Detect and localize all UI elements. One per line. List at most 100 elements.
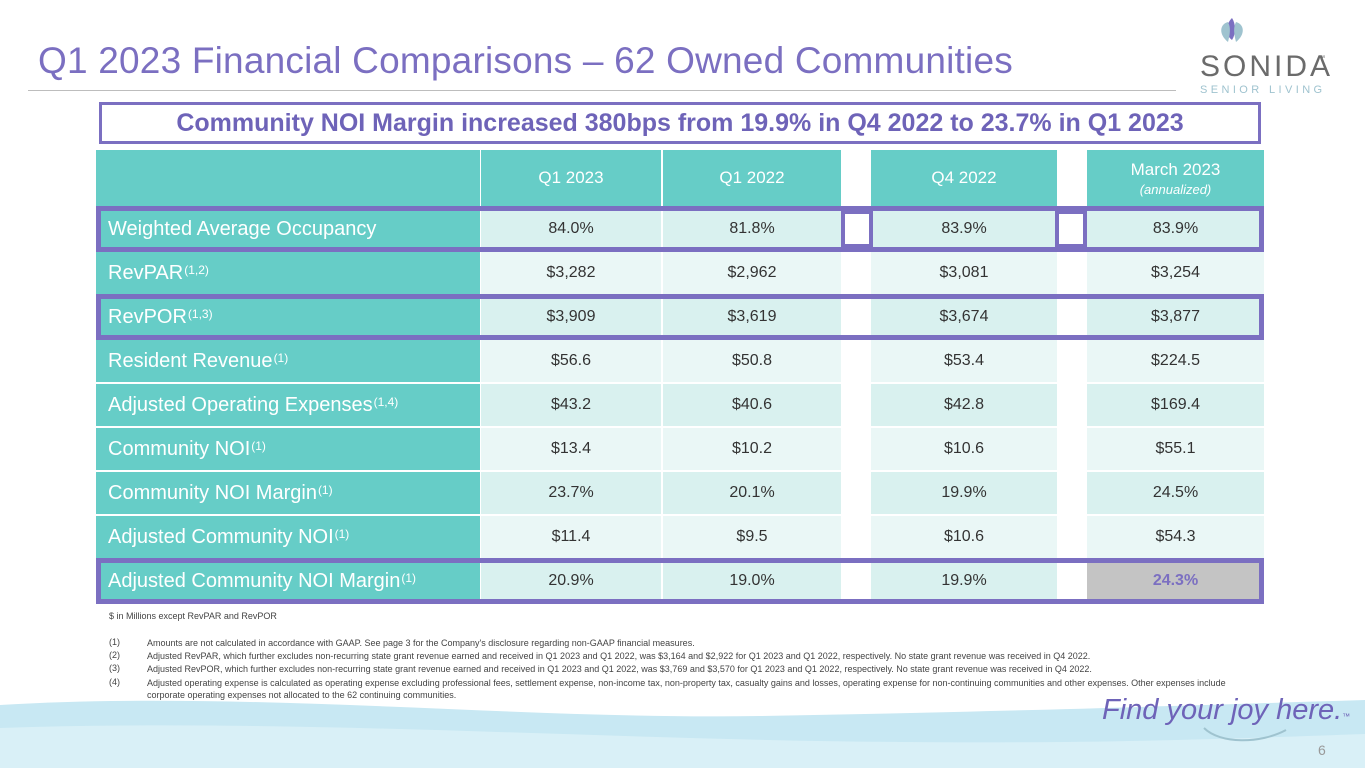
cell-q4-2022: 83.9%: [871, 208, 1057, 250]
column-header-march-2023: March 2023 (annualized): [1087, 150, 1264, 206]
title-divider: [28, 90, 1176, 91]
cell-march-2023-highlighted: 24.3%: [1087, 560, 1264, 602]
cell-q4-2022: 19.9%: [871, 560, 1057, 602]
footnote-number: (4): [109, 677, 120, 687]
row-label-footnote: (1): [273, 351, 289, 365]
tagline-trademark: ™: [1342, 712, 1351, 721]
cell-march-2023: $3,254: [1087, 252, 1264, 294]
footnote-text: Adjusted operating expense is calculated…: [147, 678, 1226, 700]
column-header-sublabel: (annualized): [1139, 181, 1212, 197]
table-row: Resident Revenue (1) $56.6 $50.8 $53.4 $2…: [96, 340, 1264, 382]
cell-q1-2023: 23.7%: [481, 472, 661, 514]
cell-march-2023: 24.5%: [1087, 472, 1264, 514]
cell-q4-2022: $3,674: [871, 296, 1057, 338]
logo-wordmark: SONIDA: [1200, 50, 1334, 83]
sonida-logo-icon: [1221, 18, 1243, 42]
row-label: Community NOI (1): [96, 428, 480, 470]
footnote-text: Adjusted RevPOR, which further excludes …: [147, 664, 1092, 674]
row-label-text: RevPOR: [108, 305, 187, 328]
tagline-text: Find your joy here.: [1102, 694, 1343, 726]
cell-march-2023: $54.3: [1087, 516, 1264, 558]
cell-q4-2022: $10.6: [871, 428, 1057, 470]
table-row: Adjusted Operating Expenses (1,4) $43.2 $…: [96, 384, 1264, 426]
cell-q4-2022: $10.6: [871, 516, 1057, 558]
cell-q1-2022: $10.2: [663, 428, 841, 470]
cell-q1-2022: $2,962: [663, 252, 841, 294]
callout-box: Community NOI Margin increased 380bps fr…: [99, 102, 1261, 144]
cell-q4-2022: $42.8: [871, 384, 1057, 426]
cell-q1-2022: $50.8: [663, 340, 841, 382]
tagline: Find your joy here.™: [1102, 694, 1350, 727]
cell-march-2023: $55.1: [1087, 428, 1264, 470]
page-number: 6: [1318, 742, 1326, 758]
table-row: Adjusted Community NOI Margin (1) 20.9% 1…: [96, 560, 1264, 602]
cell-q1-2022: $3,619: [663, 296, 841, 338]
cell-q1-2023: $11.4: [481, 516, 661, 558]
logo-subtitle: SENIOR LIVING: [1200, 84, 1326, 96]
cell-q1-2023: $3,282: [481, 252, 661, 294]
logo-trademark: ™: [1318, 55, 1325, 62]
table-header-row: Q1 2023 Q1 2022 Q4 2022 March 2023 (annu…: [96, 150, 1264, 206]
table-row: RevPOR (1,3) $3,909 $3,619 $3,674 $3,877: [96, 296, 1264, 338]
cell-q1-2022: 81.8%: [663, 208, 841, 250]
row-label-footnote: (1): [317, 483, 333, 497]
row-label: Resident Revenue (1): [96, 340, 480, 382]
row-label-text: Resident Revenue: [108, 349, 273, 372]
cell-q1-2023: $13.4: [481, 428, 661, 470]
column-gap: [1057, 208, 1087, 602]
footnote-number: (1): [109, 637, 120, 647]
column-header-q1-2023: Q1 2023: [481, 150, 661, 206]
cell-q1-2022: $40.6: [663, 384, 841, 426]
cell-march-2023: $3,877: [1087, 296, 1264, 338]
row-label-text: Community NOI Margin: [108, 481, 317, 504]
cell-march-2023: $224.5: [1087, 340, 1264, 382]
table-row: RevPAR (1,2) $3,282 $2,962 $3,081 $3,254: [96, 252, 1264, 294]
row-label-footnote: (1,3): [187, 307, 213, 321]
row-label-text: Adjusted Community NOI Margin: [108, 569, 401, 592]
cell-march-2023: 83.9%: [1087, 208, 1264, 250]
cell-q4-2022: $3,081: [871, 252, 1057, 294]
column-header-label: March 2023: [1130, 159, 1221, 179]
header-blank-cell: [96, 150, 480, 206]
row-label: Community NOI Margin (1): [96, 472, 480, 514]
table-row: Community NOI Margin (1) 23.7% 20.1% 19.9…: [96, 472, 1264, 514]
row-label-text: Adjusted Operating Expenses: [108, 393, 373, 416]
cell-q4-2022: 19.9%: [871, 472, 1057, 514]
row-label: Weighted Average Occupancy: [96, 208, 480, 250]
row-label-footnote: (1,4): [373, 395, 399, 409]
row-label-text: RevPAR: [108, 261, 184, 284]
row-label: RevPOR (1,3): [96, 296, 480, 338]
row-label-footnote: (1): [334, 527, 350, 541]
column-header-label: Q1 2022: [719, 168, 785, 187]
column-gap: [1057, 150, 1087, 206]
row-label-text: Community NOI: [108, 437, 251, 460]
row-label-text: Adjusted Community NOI: [108, 525, 334, 548]
cell-q1-2023: $56.6: [481, 340, 661, 382]
column-header-label: Q4 2022: [931, 168, 997, 187]
footnote-number: (2): [109, 650, 120, 660]
table-row: Community NOI (1) $13.4 $10.2 $10.6 $55.1: [96, 428, 1264, 470]
footnote-number: (3): [109, 663, 120, 673]
row-label-footnote: (1,2): [184, 263, 209, 277]
row-label-footnote: (1): [251, 439, 266, 453]
column-header-label: Q1 2023: [538, 168, 604, 187]
row-label: Adjusted Operating Expenses (1,4): [96, 384, 480, 426]
cell-q1-2023: 20.9%: [481, 560, 661, 602]
cell-march-2023: $169.4: [1087, 384, 1264, 426]
cell-q1-2023: 84.0%: [481, 208, 661, 250]
units-note: $ in Millions except RevPAR and RevPOR: [109, 611, 277, 621]
cell-q1-2022: 19.0%: [663, 560, 841, 602]
cell-q1-2022: 20.1%: [663, 472, 841, 514]
financial-table: Q1 2023 Q1 2022 Q4 2022 March 2023 (annu…: [96, 150, 1264, 604]
footnote-text: Amounts are not calculated in accordance…: [147, 638, 695, 648]
column-header-q4-2022: Q4 2022: [871, 150, 1057, 206]
cell-q4-2022: $53.4: [871, 340, 1057, 382]
table-row: Adjusted Community NOI (1) $11.4 $9.5 $10…: [96, 516, 1264, 558]
table-row: Weighted Average Occupancy 84.0% 81.8% 8…: [96, 208, 1264, 250]
column-gap: [841, 208, 871, 602]
column-gap: [841, 150, 871, 206]
page-title: Q1 2023 Financial Comparisons – 62 Owned…: [38, 40, 1013, 81]
cell-q1-2023: $43.2: [481, 384, 661, 426]
row-label: RevPAR (1,2): [96, 252, 480, 294]
cell-q1-2022: $9.5: [663, 516, 841, 558]
